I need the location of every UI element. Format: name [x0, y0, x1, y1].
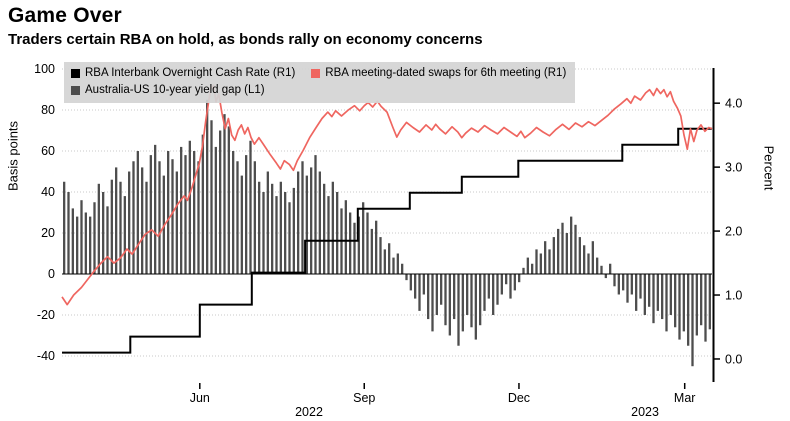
swaps-line [61, 84, 713, 306]
swaps-swatch-icon [311, 69, 321, 78]
cash-rate-swatch-icon [71, 69, 80, 78]
svg-text:-20: -20 [37, 308, 55, 322]
yield-gap-swatch-icon [71, 86, 80, 95]
legend-label-yield-gap: Australia-US 10-year yield gap (L1) [85, 84, 265, 96]
svg-text:-40: -40 [37, 349, 55, 363]
svg-text:1.0: 1.0 [725, 289, 742, 303]
svg-text:Jun: Jun [190, 391, 210, 405]
x-axis: Jun Sep Dec Mar 2022 2023 [190, 383, 696, 419]
chart-subtitle: Traders certain RBA on hold, as bonds ra… [8, 31, 483, 48]
svg-text:40: 40 [41, 185, 55, 199]
legend-row-2: Australia-US 10-year yield gap (L1) [71, 82, 566, 99]
right-axis-tick-labels: 0.0 1.0 2.0 3.0 4.0 [713, 97, 742, 366]
svg-text:60: 60 [41, 144, 55, 158]
left-axis-tick-labels: -40 -20 0 20 40 60 80 100 [34, 62, 55, 363]
svg-text:Dec: Dec [508, 391, 530, 405]
chart-area: -40 -20 0 20 40 60 80 100 0.0 1.0 2.0 3.0 4.0 Jun Sep D… [0, 60, 790, 421]
svg-text:4.0: 4.0 [725, 97, 742, 111]
chart-legend: RBA Interbank Overnight Cash Rate (R1) R… [64, 62, 576, 103]
svg-text:80: 80 [41, 103, 55, 117]
svg-text:3.0: 3.0 [725, 161, 742, 175]
svg-text:2.0: 2.0 [725, 225, 742, 239]
legend-item-swaps: RBA meeting-dated swaps for 6th meeting … [311, 65, 566, 82]
chart-title: Game Over [8, 4, 122, 27]
svg-text:Sep: Sep [353, 391, 375, 405]
legend-label-cash-rate: RBA Interbank Overnight Cash Rate (R1) [85, 67, 296, 79]
legend-label-swaps: RBA meeting-dated swaps for 6th meeting … [325, 67, 567, 79]
left-axis-title: Basis points [5, 120, 21, 192]
svg-text:0: 0 [48, 267, 55, 281]
svg-text:Mar: Mar [674, 391, 696, 405]
yield-gap-bars [63, 99, 711, 367]
svg-text:100: 100 [34, 62, 55, 76]
svg-text:2023: 2023 [631, 405, 659, 419]
svg-text:20: 20 [41, 226, 55, 240]
svg-text:2022: 2022 [295, 405, 323, 419]
svg-text:0.0: 0.0 [725, 352, 742, 366]
rate-chart-plot: -40 -20 0 20 40 60 80 100 0.0 1.0 2.0 3.0 4.0 Jun Sep D… [34, 62, 742, 419]
right-axis-title: Percent [761, 145, 777, 191]
legend-item-yield-gap: Australia-US 10-year yield gap (L1) [71, 82, 265, 99]
legend-item-cash-rate: RBA Interbank Overnight Cash Rate (R1) [71, 65, 295, 82]
legend-row-1: RBA Interbank Overnight Cash Rate (R1) R… [71, 65, 566, 82]
cash-rate-line [62, 127, 712, 354]
